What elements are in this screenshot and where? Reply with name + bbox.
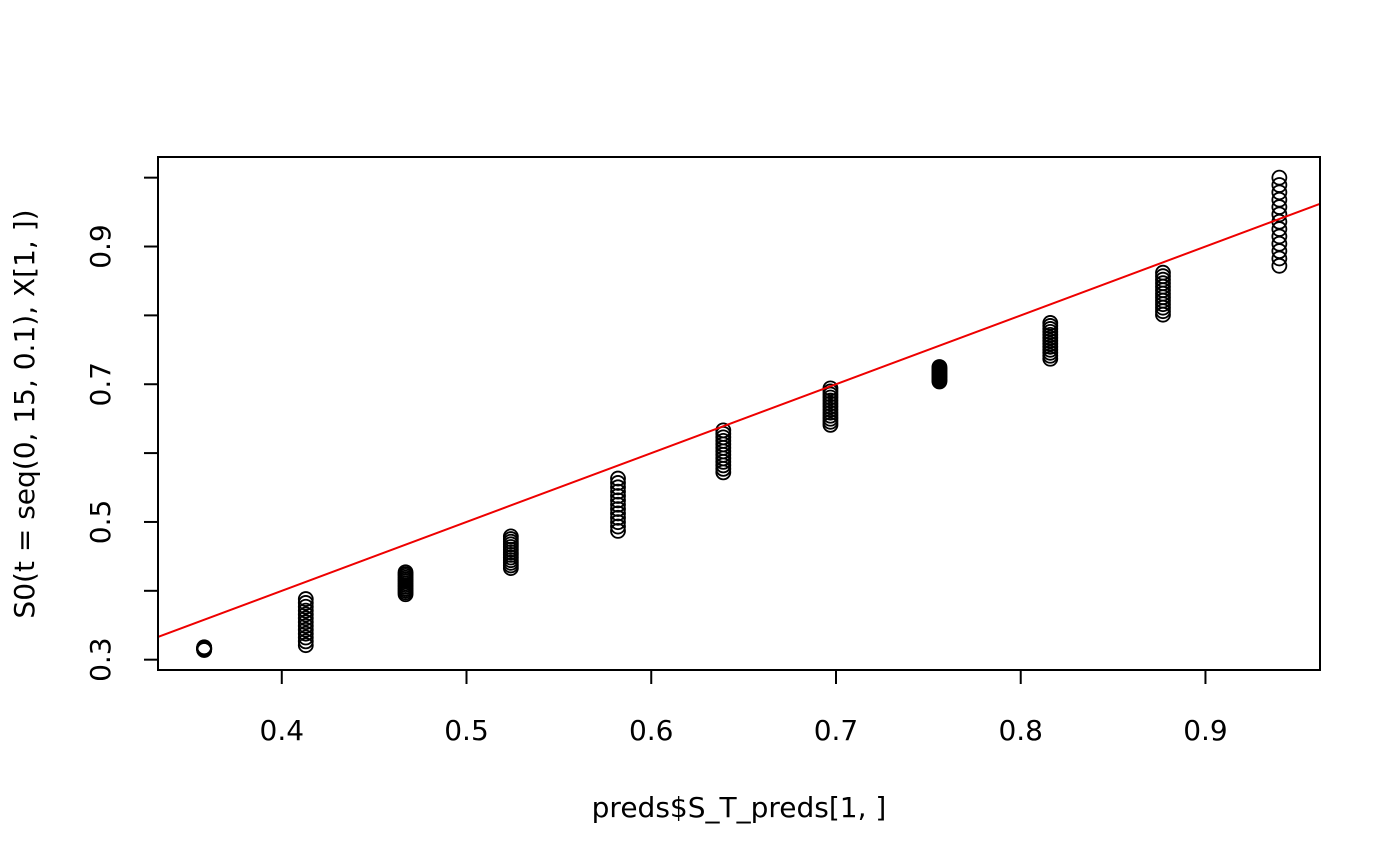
x-tick-label: 0.4	[260, 714, 305, 747]
x-tick-label: 0.8	[998, 714, 1043, 747]
y-tick-label: 0.5	[84, 500, 117, 545]
y-tick-label: 0.3	[84, 637, 117, 682]
y-tick-label: 0.9	[84, 224, 117, 269]
y-tick-label: 0.7	[84, 362, 117, 407]
x-tick-label: 0.7	[814, 714, 859, 747]
y-axis-title: S0(t = seq(0, 15, 0.1), X[1, ])	[8, 209, 41, 618]
x-tick-label: 0.5	[444, 714, 489, 747]
x-tick-label: 0.9	[1183, 714, 1228, 747]
x-tick-label: 0.6	[629, 714, 674, 747]
x-axis-title: preds$S_T_preds[1, ]	[592, 791, 887, 824]
